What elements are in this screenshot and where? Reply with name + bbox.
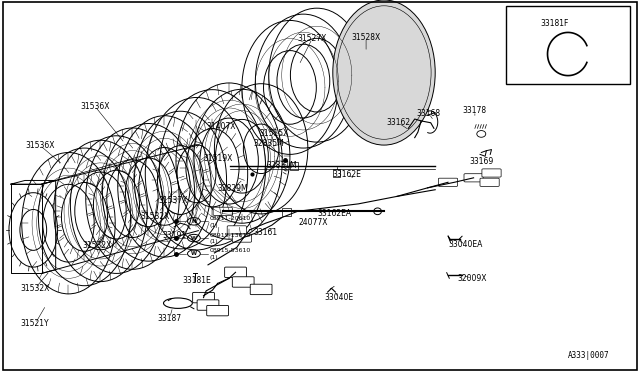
Text: 31532X: 31532X (140, 212, 170, 221)
Text: (1): (1) (209, 222, 218, 228)
Text: 31536X: 31536X (25, 141, 54, 150)
Text: 31519X: 31519X (203, 154, 232, 163)
FancyBboxPatch shape (480, 178, 499, 186)
Text: 31407X: 31407X (206, 122, 236, 131)
Ellipse shape (219, 208, 227, 215)
Text: W: W (191, 235, 197, 241)
FancyBboxPatch shape (207, 305, 228, 316)
FancyBboxPatch shape (232, 234, 252, 242)
Bar (506, 6, 630, 84)
Text: 08911-20610: 08911-20610 (209, 216, 250, 221)
FancyBboxPatch shape (213, 207, 232, 215)
Text: 33187: 33187 (157, 314, 182, 323)
FancyBboxPatch shape (232, 277, 254, 287)
Text: 31515X: 31515X (259, 129, 289, 138)
Text: (1): (1) (209, 239, 218, 244)
FancyBboxPatch shape (193, 292, 214, 303)
Ellipse shape (333, 0, 435, 145)
FancyBboxPatch shape (227, 226, 246, 234)
Text: 33162: 33162 (386, 118, 410, 127)
Text: 32829M: 32829M (217, 185, 248, 193)
Text: 08915-53610: 08915-53610 (209, 248, 250, 253)
FancyBboxPatch shape (197, 300, 219, 310)
Text: 32835M: 32835M (253, 140, 284, 148)
Text: 33168: 33168 (417, 109, 441, 118)
Text: 31532X: 31532X (83, 241, 112, 250)
Text: 33169: 33169 (469, 157, 493, 166)
FancyBboxPatch shape (464, 174, 483, 182)
Bar (333, 169, 340, 177)
Text: 33040E: 33040E (324, 293, 354, 302)
Text: 33181E: 33181E (183, 276, 211, 285)
FancyBboxPatch shape (438, 178, 458, 186)
Text: 33162E: 33162E (332, 170, 362, 179)
Bar (290, 162, 298, 170)
Text: N: N (191, 219, 196, 224)
FancyBboxPatch shape (482, 169, 501, 177)
Text: A333|0007: A333|0007 (568, 351, 610, 360)
Text: 08915-13610: 08915-13610 (209, 232, 250, 238)
Text: 33162EA: 33162EA (317, 209, 352, 218)
Text: W: W (191, 251, 197, 256)
Text: 33191: 33191 (162, 231, 186, 240)
Text: 33181F: 33181F (541, 19, 569, 28)
Text: 31528X: 31528X (351, 33, 381, 42)
Text: 31527X: 31527X (298, 34, 327, 43)
Text: 31537X: 31537X (158, 196, 188, 205)
Text: 33040EA: 33040EA (449, 240, 483, 249)
Text: (1): (1) (209, 255, 218, 260)
FancyBboxPatch shape (225, 267, 246, 278)
Ellipse shape (374, 208, 381, 215)
Text: 31532X: 31532X (20, 284, 50, 293)
Text: 32831M: 32831M (266, 161, 297, 170)
Text: 33178: 33178 (463, 106, 487, 115)
Text: 33161: 33161 (253, 228, 278, 237)
Text: 24077X: 24077X (299, 218, 328, 227)
Text: 31536X: 31536X (80, 102, 109, 110)
Text: 31521Y: 31521Y (21, 319, 49, 328)
Text: 32009X: 32009X (458, 274, 487, 283)
FancyBboxPatch shape (250, 284, 272, 295)
Bar (282, 208, 291, 216)
